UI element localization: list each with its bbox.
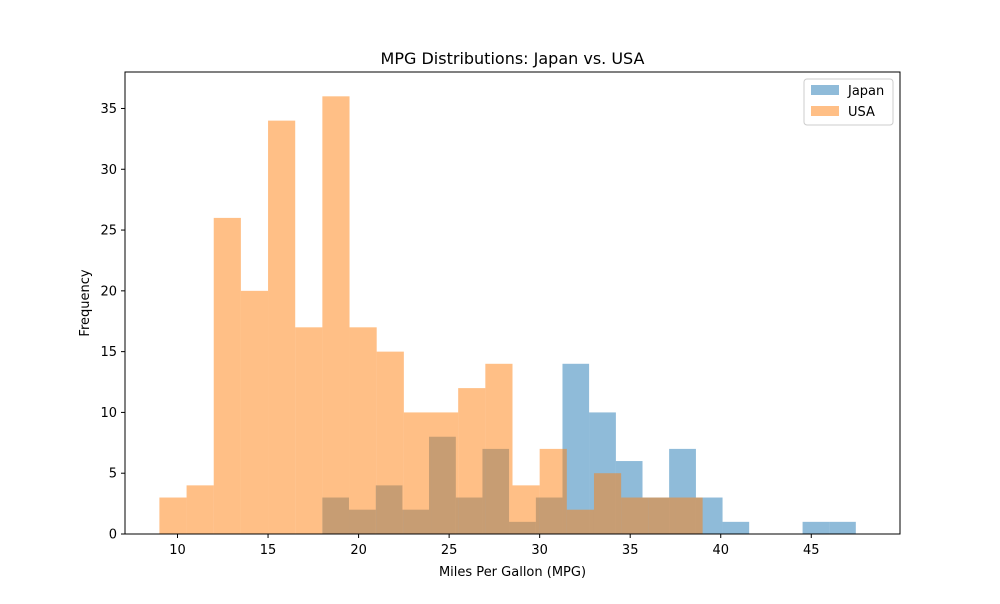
bar-usa-17 [621, 497, 649, 534]
y-tick-label-5: 5 [109, 467, 117, 482]
x-tick-label-25: 25 [441, 543, 458, 558]
bar-usa-11 [458, 388, 486, 534]
bar-japan-19 [829, 521, 856, 534]
bar-usa-18 [648, 497, 676, 534]
legend: Japan USA [803, 78, 894, 126]
x-axis-ticks: 10 15 20 25 30 35 40 45 [169, 534, 820, 558]
y-tick-label-10: 10 [100, 406, 117, 421]
y-axis-label: Frequency [78, 269, 93, 336]
y-tick-label-0: 0 [109, 528, 117, 543]
bar-usa-19 [675, 497, 703, 534]
x-tick-label-45: 45 [803, 543, 820, 558]
y-tick-label-35: 35 [100, 102, 117, 117]
bar-usa-16 [593, 473, 622, 534]
bar-usa-9 [403, 412, 432, 534]
x-tick-label-30: 30 [531, 543, 548, 558]
legend-label-japan: Japan [847, 84, 884, 99]
y-tick-label-25: 25 [100, 224, 117, 239]
bar-usa-2 [213, 217, 241, 534]
y-tick-label-30: 30 [100, 163, 117, 178]
bar-usa-6 [322, 96, 350, 534]
bar-usa-12 [485, 363, 513, 534]
bar-usa-8 [376, 351, 404, 534]
bar-usa-1 [186, 485, 214, 534]
bar-japan-9 [562, 363, 590, 534]
x-tick-label-20: 20 [350, 543, 367, 558]
legend-swatch-japan [811, 85, 839, 95]
y-tick-label-20: 20 [100, 284, 117, 299]
plot-frame [124, 71, 901, 535]
bar-usa-7 [349, 327, 377, 534]
bar-usa-14 [539, 448, 567, 534]
bar-usa-3 [240, 290, 269, 534]
legend-swatch-usa [811, 106, 839, 116]
bar-usa-15 [566, 509, 594, 534]
bar-usa-4 [268, 120, 296, 534]
x-tick-label-15: 15 [260, 543, 277, 558]
x-axis-label: Miles Per Gallon (MPG) [439, 565, 586, 580]
x-tick-label-10: 10 [169, 543, 186, 558]
y-tick-label-15: 15 [100, 345, 117, 360]
bars-layer [159, 96, 856, 534]
legend-label-usa: USA [848, 105, 875, 120]
bar-usa-5 [295, 327, 323, 534]
x-tick-label-35: 35 [622, 543, 639, 558]
y-axis-ticks: 0 5 10 15 20 25 30 35 [100, 102, 125, 543]
chart-title: MPG Distributions: Japan vs. USA [381, 49, 645, 68]
x-tick-label-40: 40 [712, 543, 729, 558]
bar-japan-15 [722, 521, 750, 534]
bar-japan-18 [802, 521, 830, 534]
bar-usa-10 [431, 412, 459, 534]
bar-usa-13 [512, 485, 540, 534]
bar-usa-0 [159, 497, 187, 534]
